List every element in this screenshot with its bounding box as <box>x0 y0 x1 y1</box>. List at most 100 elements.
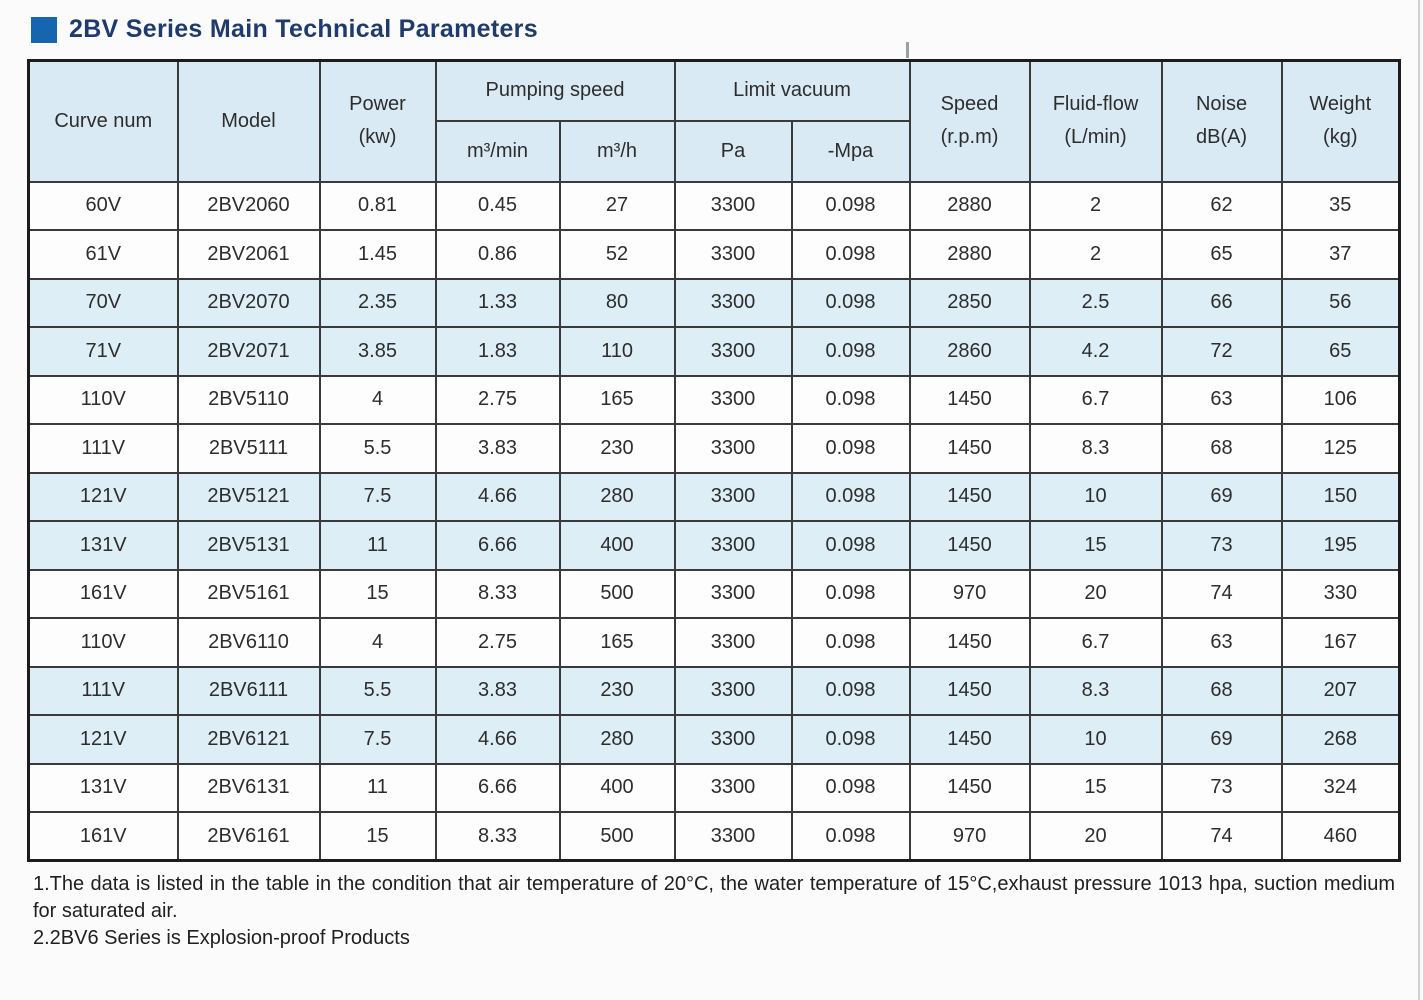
table-cell: 7.5 <box>318 714 437 765</box>
table-cell: 73 <box>1160 762 1283 813</box>
table-cell: 3300 <box>673 229 793 280</box>
table-row: 121V 2BV6121 7.5 4.66 280 3300 0.098 1450 10 69 26… <box>27 714 1401 765</box>
table-cell: 3300 <box>673 811 793 862</box>
header-curve-num: Curve num <box>27 59 179 183</box>
table-cell: 20 <box>1028 811 1163 862</box>
table-cell: 4 <box>318 374 437 425</box>
header-model: Model <box>176 59 321 183</box>
scan-edge-line <box>1418 0 1420 1000</box>
table-cell: 66 <box>1160 277 1283 328</box>
page-title: 2BV Series Main Technical Parameters <box>69 15 538 43</box>
table-cell: 0.098 <box>790 665 911 716</box>
table-cell: 68 <box>1160 423 1283 474</box>
table-cell: 2BV6121 <box>176 714 321 765</box>
table-cell: 400 <box>558 520 676 571</box>
table-cell: 3300 <box>673 180 793 231</box>
table-cell: 1450 <box>908 423 1031 474</box>
table-cell: 3.83 <box>434 423 561 474</box>
table-cell: 1.45 <box>318 229 437 280</box>
table-cell: 2BV6131 <box>176 762 321 813</box>
table-cell: 3300 <box>673 762 793 813</box>
table-cell: 2 <box>1028 229 1163 280</box>
table-cell: 2BV5121 <box>176 471 321 522</box>
table-cell: 0.098 <box>790 326 911 377</box>
table-cell: 5.5 <box>318 423 437 474</box>
table-cell: 3300 <box>673 423 793 474</box>
table-cell: 2.75 <box>434 374 561 425</box>
table-cell: 167 <box>1280 617 1401 668</box>
header-m3min: m³/min <box>434 119 561 183</box>
table-cell: 106 <box>1280 374 1401 425</box>
table-cell: 230 <box>558 423 676 474</box>
table-row: 71V 2BV2071 3.85 1.83 110 3300 0.098 2860 4.2 72 6… <box>27 326 1401 377</box>
table-cell: 3.83 <box>434 665 561 716</box>
table-cell: 0.098 <box>790 520 911 571</box>
table-cell: 2BV2070 <box>176 277 321 328</box>
table-cell: 1450 <box>908 520 1031 571</box>
table-cell: 6.66 <box>434 520 561 571</box>
table-cell: 65 <box>1280 326 1401 377</box>
table-cell: 10 <box>1028 714 1163 765</box>
table-cell: 63 <box>1160 374 1283 425</box>
table-cell: 69 <box>1160 471 1283 522</box>
table-cell: 8.33 <box>434 568 561 619</box>
header-power: Power (kw) <box>318 59 437 183</box>
table-cell: 4.66 <box>434 471 561 522</box>
table-cell: 27 <box>558 180 676 231</box>
table-cell: 2BV5161 <box>176 568 321 619</box>
table-cell: 500 <box>558 568 676 619</box>
table-cell: 1450 <box>908 374 1031 425</box>
table-cell: 970 <box>908 811 1031 862</box>
table-cell: 500 <box>558 811 676 862</box>
table-cell: 2880 <box>908 229 1031 280</box>
table-cell: 20 <box>1028 568 1163 619</box>
table-cell: 111V <box>27 665 179 716</box>
footnote-2: 2.2BV6 Series is Explosion-proof Product… <box>33 927 410 949</box>
header-speed-unit: (r.p.m) <box>940 126 999 149</box>
table-cell: 131V <box>27 762 179 813</box>
table-cell: 62 <box>1160 180 1283 231</box>
table-row: 131V 2BV5131 11 6.66 400 3300 0.098 1450 15 73 195 <box>27 520 1401 571</box>
table-cell: 2880 <box>908 180 1031 231</box>
table-cell: 0.098 <box>790 423 911 474</box>
table-cell: 0.81 <box>318 180 437 231</box>
table-cell: 2BV5111 <box>176 423 321 474</box>
header-noise-unit: dB(A) <box>1195 126 1248 149</box>
table-row: 110V 2BV6110 4 2.75 165 3300 0.098 1450 6.7 63 167 <box>27 617 1401 668</box>
table-cell: 460 <box>1280 811 1401 862</box>
table-row: 161V 2BV5161 15 8.33 500 3300 0.098 970 20 74 330 <box>27 568 1401 619</box>
scan-artifact-tick <box>906 42 909 58</box>
footnote-1: 1.The data is listed in the table in the… <box>33 873 1395 922</box>
table-cell: 2850 <box>908 277 1031 328</box>
table-cell: 4.66 <box>434 714 561 765</box>
table-cell: 1450 <box>908 665 1031 716</box>
table-cell: 0.098 <box>790 714 911 765</box>
parameters-table: Curve num Model Power (kw) Pumping speed… <box>27 59 1402 862</box>
table-cell: 15 <box>1028 762 1163 813</box>
header-fluid-flow: Fluid-flow (L/min) <box>1028 59 1163 183</box>
table-cell: 3300 <box>673 665 793 716</box>
table-cell: 121V <box>27 714 179 765</box>
table-cell: 150 <box>1280 471 1401 522</box>
table-cell: 61V <box>27 229 179 280</box>
table-cell: 1450 <box>908 714 1031 765</box>
table-cell: 0.098 <box>790 471 911 522</box>
table-row: 110V 2BV5110 4 2.75 165 3300 0.098 1450 6.7 63 106 <box>27 374 1401 425</box>
table-cell: 121V <box>27 471 179 522</box>
table-cell: 3300 <box>673 568 793 619</box>
table-cell: 3300 <box>673 520 793 571</box>
table-cell: 60V <box>27 180 179 231</box>
table-cell: 2860 <box>908 326 1031 377</box>
table-cell: 7.5 <box>318 471 437 522</box>
table-row: 61V 2BV2061 1.45 0.86 52 3300 0.098 2880 2 65 37 <box>27 229 1401 280</box>
table-cell: 70V <box>27 277 179 328</box>
header-power-unit: (kw) <box>358 126 397 149</box>
table-cell: 10 <box>1028 471 1163 522</box>
footnotes: 1.The data is listed in the table in the… <box>33 871 1395 952</box>
table-cell: 1450 <box>908 471 1031 522</box>
table-cell: 35 <box>1280 180 1401 231</box>
table-cell: 3300 <box>673 617 793 668</box>
table-cell: 8.33 <box>434 811 561 862</box>
table-cell: 110 <box>558 326 676 377</box>
table-cell: 4 <box>318 617 437 668</box>
